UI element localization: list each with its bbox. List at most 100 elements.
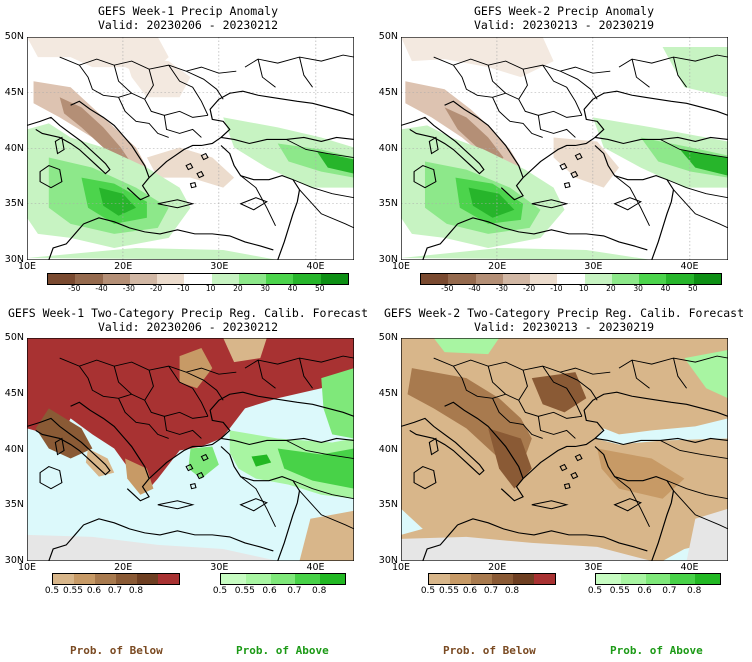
below-color-swatch <box>450 574 471 584</box>
lat-tick-label: 45N <box>378 387 398 399</box>
lat-tick-label: 35N <box>4 198 24 210</box>
lat-tick-label: 45N <box>4 387 24 399</box>
anomaly-color-swatch <box>693 274 721 284</box>
legend-tick-label: 30 <box>633 284 643 293</box>
anomaly-color-swatch <box>502 274 531 284</box>
legend-tick-label: 0.5 <box>212 586 228 596</box>
above-color-swatch <box>695 574 720 584</box>
lat-tick-label: 30N <box>378 254 398 265</box>
legend-tick-label: 0.7 <box>287 586 302 596</box>
legend-tick-label: 50 <box>314 284 325 293</box>
lon-tick-label: 30E <box>584 261 603 272</box>
panel4-map <box>401 338 728 561</box>
anomaly-color-swatch <box>475 274 503 284</box>
above-color-swatch <box>596 574 621 584</box>
legend-tick-label: 0.5 <box>587 586 603 596</box>
panel1-map <box>27 37 354 260</box>
legend-tick-label: 0.55 <box>609 586 630 596</box>
legend-tick-label: 0.6 <box>86 586 102 596</box>
legend-tick-label: 10 <box>205 284 216 293</box>
legend-tick-label: 0.7 <box>662 586 677 596</box>
lon-tick-label: 40E <box>306 261 325 272</box>
prob-below-label-right: Prob. of Below <box>443 644 536 657</box>
anomaly-color-swatch <box>639 274 667 284</box>
legend-tick-label: 0.7 <box>107 586 123 596</box>
lon-tick-label: 10E <box>391 562 411 573</box>
below-probability-areas <box>401 338 728 561</box>
anomaly-color-swatch <box>184 274 212 284</box>
below-color-swatch <box>158 574 179 584</box>
lat-tick-label: 50N <box>4 332 24 343</box>
above-color-swatch <box>320 574 345 584</box>
lat-tick-label: 50N <box>378 332 398 343</box>
anomaly-color-swatch <box>530 274 558 284</box>
legend-tick-label: -20 <box>149 284 163 293</box>
anomaly-color-swatch <box>211 274 239 284</box>
panel3-valid: Valid: 20230206 - 20230212 <box>97 320 278 334</box>
legend-tick-label: -10 <box>550 284 563 293</box>
lon-tick-label: 20E <box>114 562 133 573</box>
legend-tick-label: 0.6 <box>262 586 277 596</box>
legend-tick-label: 30 <box>260 284 270 293</box>
lat-tick-label: 40N <box>4 443 24 455</box>
anomaly-color-swatch <box>48 274 76 284</box>
panel2-map <box>401 37 728 260</box>
legend-tick-label: 0.55 <box>438 586 460 596</box>
anomaly-colorbar-week1 <box>47 273 349 285</box>
lat-tick-label: 40N <box>378 142 398 154</box>
prob-below-label-left: Prob. of Below <box>70 644 163 657</box>
lat-tick-label: 50N <box>4 31 24 42</box>
legend-tick-label: -10 <box>177 284 190 293</box>
legend-tick-label: -30 <box>122 284 135 293</box>
above-colorbar-week2 <box>595 573 721 585</box>
lon-tick-label: 30E <box>210 261 229 272</box>
lon-tick-label: 10E <box>17 562 37 573</box>
panel3-map <box>27 338 354 561</box>
lon-tick-label: 30E <box>210 562 229 573</box>
anomaly-color-swatch <box>129 274 158 284</box>
anomaly-color-swatch <box>557 274 585 284</box>
lon-tick-label: 10E <box>391 261 411 272</box>
below-color-swatch <box>534 574 555 584</box>
anomaly-color-swatch <box>611 274 640 284</box>
panel2-valid: Valid: 20230213 - 20230219 <box>473 18 654 32</box>
lat-tick-label: 35N <box>378 198 398 210</box>
lon-tick-label: 20E <box>114 261 133 272</box>
anomaly-color-swatch <box>102 274 130 284</box>
above-color-swatch <box>295 574 321 584</box>
lon-tick-label: 40E <box>680 562 699 573</box>
legend-tick-label: 40 <box>287 284 298 293</box>
anomaly-colorbar-week2 <box>420 273 722 285</box>
panel1-title: GEFS Week-1 Precip Anomaly <box>97 4 278 18</box>
legend-tick-label: -40 <box>468 284 481 293</box>
below-color-swatch <box>429 574 450 584</box>
below-color-swatch <box>95 574 116 584</box>
panel3-title: GEFS Week-1 Two-Category Precip Reg. Cal… <box>7 306 369 320</box>
anomaly-color-swatch <box>666 274 694 284</box>
legend-tick-label: -50 <box>68 284 81 293</box>
above-color-swatch <box>245 574 271 584</box>
panel4-title: GEFS Week-2 Two-Category Precip Reg. Cal… <box>383 306 745 320</box>
below-colorbar-week2 <box>428 573 556 585</box>
legend-tick-label: 10 <box>578 284 589 293</box>
anomaly-color-swatch <box>320 274 348 284</box>
dry-anomaly-areas <box>27 37 235 188</box>
legend-tick-label: 20 <box>606 284 616 293</box>
lon-tick-label: 40E <box>680 261 699 272</box>
panel1-valid: Valid: 20230206 - 20230212 <box>97 18 278 32</box>
panel2-title: GEFS Week-2 Precip Anomaly <box>473 4 654 18</box>
above-colorbar-week1 <box>220 573 346 585</box>
below-color-swatch <box>116 574 137 584</box>
legend-tick-label: -30 <box>495 284 508 293</box>
legend-tick-label: 0.8 <box>312 586 327 596</box>
below-color-swatch <box>513 574 534 584</box>
above-color-swatch <box>620 574 646 584</box>
above-color-swatch <box>670 574 696 584</box>
lon-tick-label: 20E <box>488 261 507 272</box>
legend-tick-label: 0.7 <box>483 586 499 596</box>
below-color-swatch <box>137 574 158 584</box>
legend-tick-label: 0.8 <box>687 586 702 596</box>
panel4-valid: Valid: 20230213 - 20230219 <box>473 320 654 334</box>
legend-tick-label: 0.55 <box>234 586 255 596</box>
lat-tick-label: 35N <box>4 499 24 511</box>
